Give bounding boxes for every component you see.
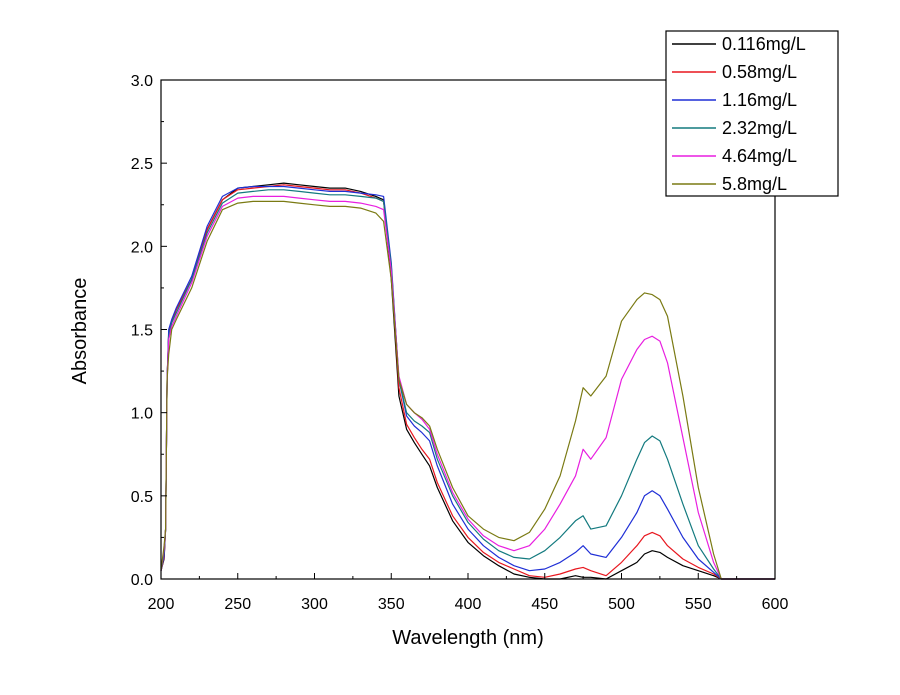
- legend-label-3: 2.32mg/L: [722, 118, 797, 138]
- y-tick-label: 3.0: [131, 73, 153, 90]
- series-line-2: [160, 185, 775, 580]
- x-tick-label: 500: [608, 596, 635, 613]
- x-tick-label: 300: [301, 596, 328, 613]
- x-tick-label: 400: [455, 596, 482, 613]
- y-tick-label: 2.5: [131, 156, 153, 173]
- series-lines: [160, 182, 775, 580]
- series-line-5: [160, 200, 775, 580]
- x-tick-label: 600: [762, 596, 789, 613]
- legend-label-4: 4.64mg/L: [722, 146, 797, 166]
- legend-label-2: 1.16mg/L: [722, 90, 797, 110]
- y-tick-label: 1.5: [131, 323, 153, 340]
- legend-label-0: 0.116mg/L: [722, 34, 806, 54]
- x-tick-label: 450: [531, 596, 558, 613]
- legend-box: [665, 30, 839, 197]
- y-axis-ticks: 0.0 0.5 1.0 1.5 2.0 2.5 3.0: [131, 73, 167, 589]
- y-tick-label: 0.5: [131, 489, 153, 506]
- series-line-3: [160, 189, 775, 580]
- x-tick-label: 250: [224, 596, 251, 613]
- y-tick-label: 0.0: [131, 572, 153, 589]
- series-line-1: [160, 184, 775, 580]
- x-tick-label: 350: [378, 596, 405, 613]
- legend: 0.116mg/L 0.58mg/L 1.16mg/L 2.32mg/L 4.64mg/…: [665, 30, 839, 197]
- legend-label-5: 5.8mg/L: [722, 174, 787, 194]
- y-tick-label: 2.0: [131, 239, 153, 256]
- legend-label-1: 0.58mg/L: [722, 62, 797, 82]
- x-tick-label: 200: [148, 596, 175, 613]
- x-axis-title: Wavelength (nm): [392, 627, 544, 649]
- y-axis-title: Absorbance: [69, 278, 91, 385]
- x-axis-ticks: 200 250 300 350 400 450 500 550 600: [148, 573, 789, 613]
- series-line-4: [160, 195, 775, 580]
- x-tick-label: 550: [685, 596, 712, 613]
- y-tick-label: 1.0: [131, 406, 153, 423]
